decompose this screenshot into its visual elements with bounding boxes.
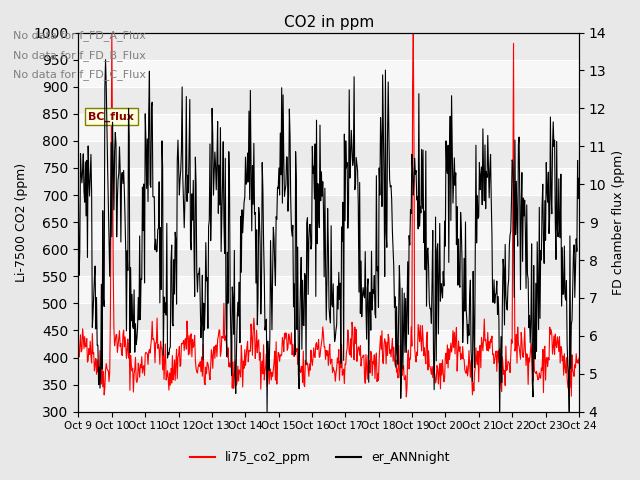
Bar [79, 114, 579, 141]
Text: BC_flux: BC_flux [88, 112, 134, 122]
Bar [79, 330, 579, 358]
Bar [79, 60, 579, 87]
Y-axis label: Li-7500 CO2 (ppm): Li-7500 CO2 (ppm) [15, 163, 28, 282]
Bar [79, 222, 579, 249]
Text: No data for f_FD_B_Flux: No data for f_FD_B_Flux [13, 49, 146, 60]
Bar [79, 249, 579, 276]
Bar [79, 168, 579, 195]
Bar [79, 384, 579, 412]
Bar [79, 195, 579, 222]
Text: No data for f_FD_C_Flux: No data for f_FD_C_Flux [13, 69, 146, 80]
Bar [79, 303, 579, 330]
Bar [79, 33, 579, 60]
Bar [79, 276, 579, 303]
Y-axis label: FD chamber flux (ppm): FD chamber flux (ppm) [612, 150, 625, 295]
Bar [79, 87, 579, 114]
Text: No data for f_FD_A_Flux: No data for f_FD_A_Flux [13, 30, 146, 41]
Legend: li75_co2_ppm, er_ANNnight: li75_co2_ppm, er_ANNnight [186, 446, 454, 469]
Bar [79, 141, 579, 168]
Bar [79, 358, 579, 384]
Title: CO2 in ppm: CO2 in ppm [284, 15, 374, 30]
